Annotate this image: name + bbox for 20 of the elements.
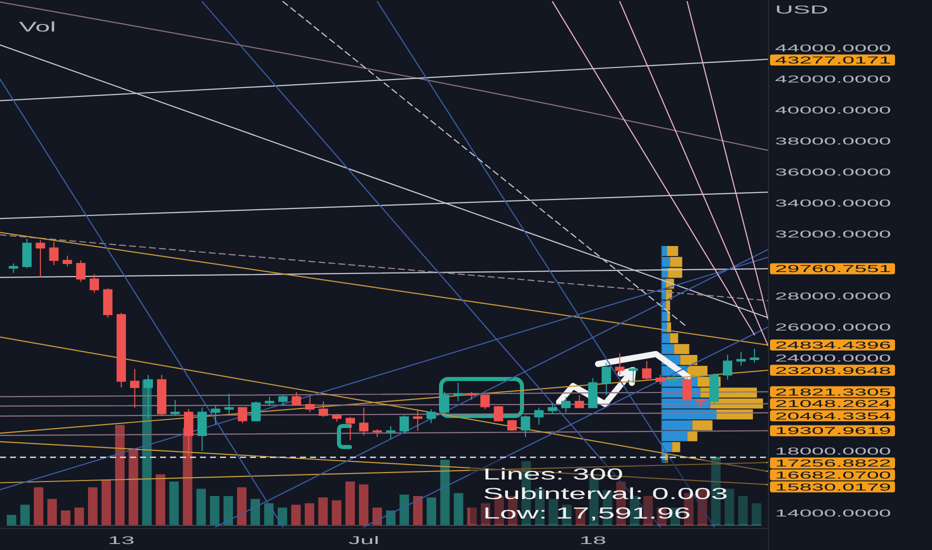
y-tick-label: 40000.0000 — [775, 104, 892, 116]
y-tick-label: 34000.0000 — [775, 197, 892, 209]
annotation: Subinterval: 0.003 — [483, 484, 728, 502]
y-tick-label: 38000.0000 — [775, 135, 892, 147]
chart-title: Vol — [19, 19, 56, 35]
y-tick-label: 44000.0000 — [775, 42, 892, 54]
y-tick-label: 42000.0000 — [775, 73, 892, 85]
annotation: Lines: 300 — [483, 465, 624, 483]
y-tick-label: 24000.0000 — [775, 352, 892, 364]
y-tick-label: 36000.0000 — [775, 166, 892, 178]
annotation: Low: 17,591.96 — [483, 504, 691, 522]
x-tick-label: 13 — [108, 534, 135, 546]
y-tick-label: 14000.0000 — [775, 507, 892, 519]
y-tick-label: 32000.0000 — [775, 228, 892, 240]
x-tick-label: Jul — [348, 534, 380, 546]
y-tick-label: 26000.0000 — [775, 321, 892, 333]
y-tick-label: 28000.0000 — [775, 290, 892, 302]
y-tick-label: 18000.0000 — [775, 445, 892, 457]
x-tick-label: 18 — [579, 534, 606, 546]
y-axis-title: USD — [775, 4, 828, 16]
